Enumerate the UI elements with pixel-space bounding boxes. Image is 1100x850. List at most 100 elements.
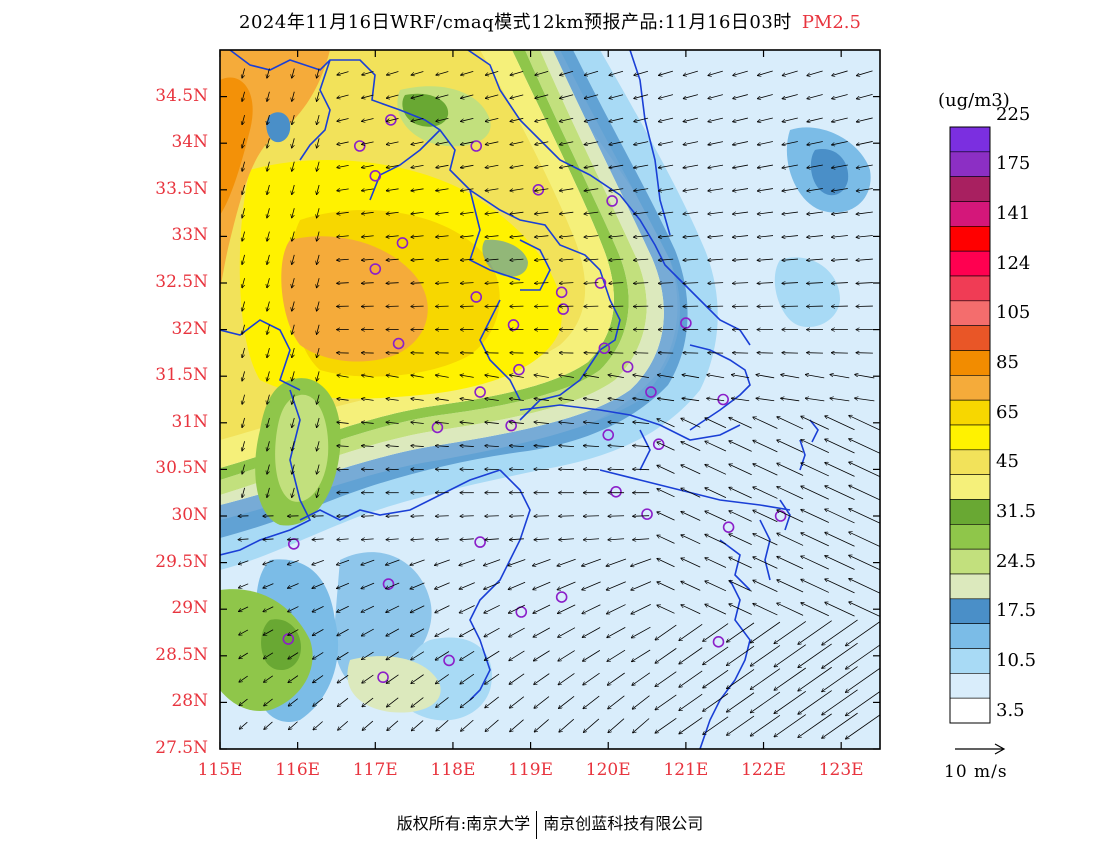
lon-tick-label: 121E	[663, 760, 709, 780]
wind-arrow	[337, 375, 349, 377]
wind-arrow	[410, 605, 425, 613]
wind-arrow	[729, 441, 752, 452]
wind-arrow	[831, 164, 848, 168]
wind-arrow	[825, 416, 855, 431]
wind-arrow	[264, 721, 273, 729]
station-marker	[474, 536, 486, 548]
wind-arrow	[485, 422, 499, 423]
wind-arrow	[510, 94, 524, 99]
wind-arrow	[242, 464, 245, 475]
wind-arrow	[337, 189, 349, 191]
wind-arrow	[509, 446, 524, 447]
wind-arrow	[317, 138, 320, 148]
wind-arrow	[729, 417, 752, 429]
wind-arrow	[336, 582, 350, 588]
wind-arrow	[238, 539, 249, 540]
wind-arrow	[263, 606, 274, 612]
wind-arrow	[607, 627, 626, 637]
wind-arrow	[509, 696, 525, 708]
wind-arrow	[460, 422, 474, 423]
wind-arrow	[337, 165, 349, 167]
wind-arrow	[460, 283, 474, 284]
wind-arrow	[361, 375, 374, 377]
legend-value-label: 141	[996, 202, 1031, 224]
wind-arrow	[658, 70, 674, 75]
wind-arrow	[411, 283, 424, 284]
wind-arrow	[337, 446, 349, 447]
wind-arrow	[822, 642, 858, 668]
wind-arrow	[288, 721, 298, 730]
map-frame	[219, 49, 881, 750]
wind-arrow	[608, 469, 625, 470]
wind-arrow	[558, 627, 576, 638]
wind-arrow	[337, 283, 349, 284]
wind-arrow	[801, 509, 829, 523]
wind-arrow	[774, 690, 807, 713]
wind-arrow	[535, 164, 549, 168]
wind-arrow	[242, 254, 245, 265]
wind-arrow	[317, 231, 320, 242]
wind-arrow	[822, 712, 858, 738]
station-marker	[513, 363, 525, 376]
wind-arrow	[583, 516, 600, 517]
wind-arrow	[267, 278, 270, 288]
station-marker	[652, 438, 665, 451]
wind-arrow	[679, 670, 703, 687]
wind-arrow	[386, 164, 399, 167]
wind-arrow	[634, 188, 649, 191]
wind-arrow	[292, 487, 295, 498]
wind-arrow	[292, 464, 295, 475]
lat-tick-label: 31.5N	[155, 365, 208, 386]
wind-arrow	[683, 283, 699, 284]
wind-arrow	[263, 675, 274, 683]
wind-arrow	[485, 71, 499, 75]
wind-arrow	[361, 189, 374, 191]
wind-arrow	[317, 114, 320, 125]
wind-arrow	[317, 91, 320, 102]
wind-arrow	[609, 212, 624, 214]
wind-arrow	[733, 164, 749, 168]
wind-arrow	[510, 236, 524, 237]
legend-swatch	[949, 648, 991, 674]
wind-arrow	[753, 440, 778, 453]
wind-arrow	[583, 672, 600, 685]
wind-arrow	[337, 628, 349, 636]
wind-arrow	[317, 324, 320, 335]
wind-arrow	[584, 236, 599, 237]
wind-arrow	[485, 446, 499, 447]
wind-arrow	[703, 623, 729, 642]
wind-arrow	[584, 141, 599, 145]
wind-arrow	[436, 720, 449, 731]
wind-arrow	[831, 188, 848, 192]
wind-arrow	[782, 283, 799, 284]
wind-arrow	[856, 164, 873, 168]
wind-arrow	[584, 94, 599, 99]
wind-arrow	[317, 68, 320, 78]
wind-arrow	[753, 487, 778, 499]
wind-arrow	[609, 70, 624, 75]
wind-arrow	[782, 117, 798, 122]
wind-arrow	[729, 557, 752, 569]
wind-arrow	[757, 141, 773, 145]
legend-value-label: 105	[996, 302, 1031, 324]
wind-arrow	[705, 464, 727, 475]
wind-arrow	[683, 188, 699, 191]
wind-arrow	[386, 674, 399, 684]
wind-arrow	[459, 628, 475, 636]
wind-arrow	[582, 627, 601, 638]
wind-arrow	[361, 212, 374, 214]
wind-arrow	[729, 487, 752, 499]
wind-arrow	[411, 189, 424, 191]
wind-arrow	[733, 70, 748, 75]
wind-arrow	[460, 673, 475, 684]
wind-arrow	[263, 652, 274, 659]
wind-arrow	[732, 212, 749, 214]
wind-arrow	[435, 375, 449, 378]
wind-arrow	[681, 558, 701, 568]
wind-arrow	[263, 539, 274, 540]
wind-arrow	[584, 164, 599, 168]
wind-arrow	[707, 375, 725, 379]
wind-arrow	[774, 621, 807, 643]
station-marker	[555, 591, 568, 603]
